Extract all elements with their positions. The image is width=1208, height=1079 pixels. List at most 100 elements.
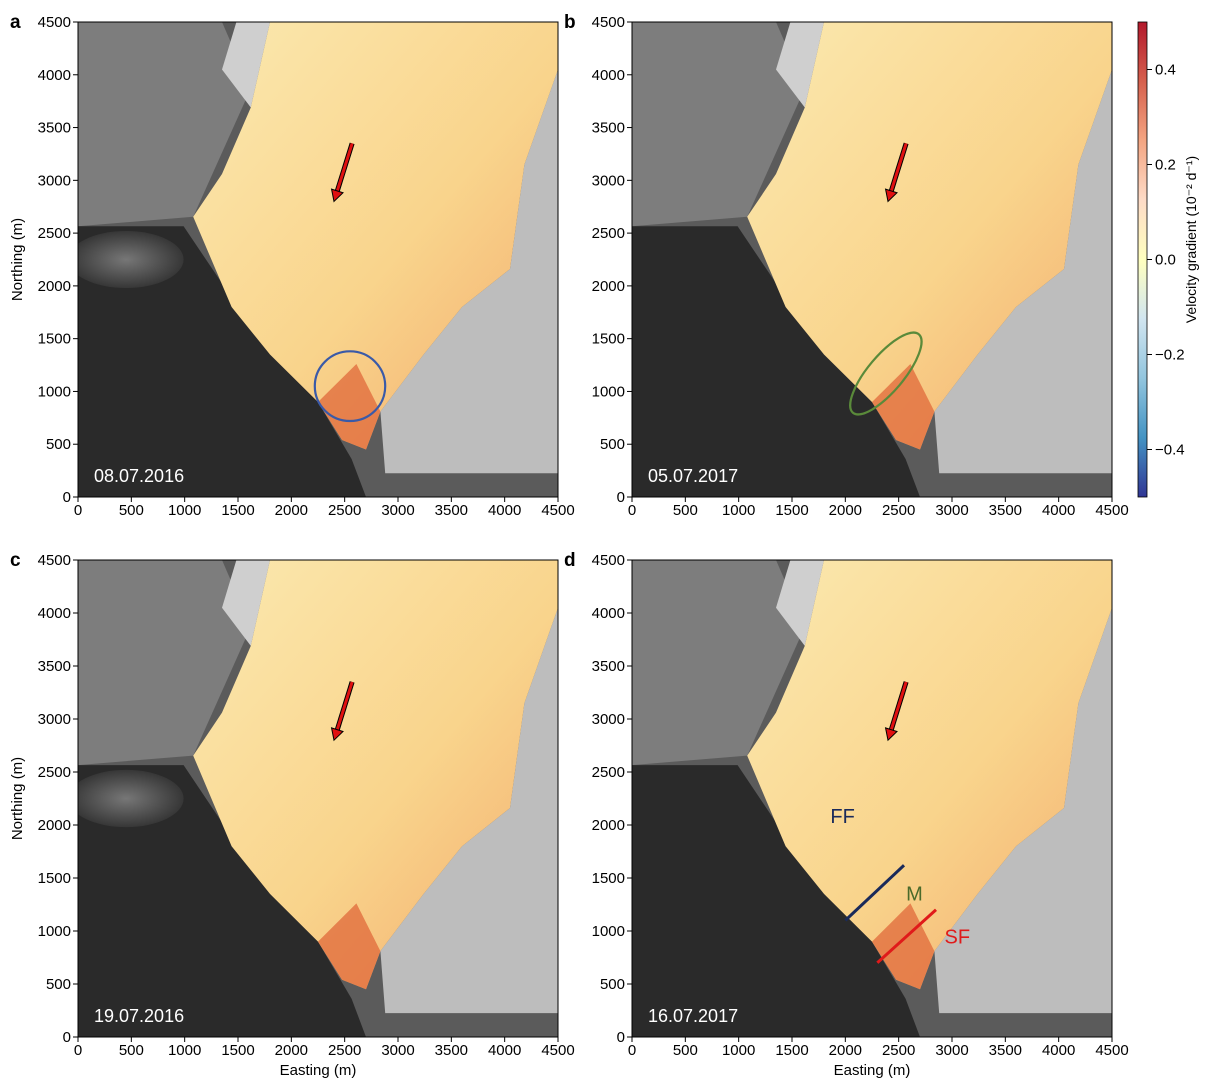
panel-b: 0 500 1000 1500 2000 2500 3000 3500 4000 4500 0 500…	[564, 12, 1129, 519]
y-tick-label: 500	[600, 976, 625, 993]
y-tick-label: 4000	[592, 605, 625, 622]
y-axis-label: Northing (m)	[9, 757, 26, 840]
moraine-right	[380, 69, 558, 474]
y-tick-label: 1500	[592, 870, 625, 887]
x-tick-label: 1500	[221, 502, 254, 519]
flow-arrow-head	[884, 188, 898, 203]
fog-patch	[78, 231, 184, 288]
x-tick-label: 2500	[882, 502, 915, 519]
y-tick-label: 2500	[38, 764, 71, 781]
x-axis-label: Easting (m)	[834, 1062, 911, 1079]
x-tick-label: 3000	[381, 1042, 414, 1059]
y-tick-label: 0	[617, 1029, 625, 1046]
x-tick-label: 1500	[221, 1042, 254, 1059]
y-tick-label: 0	[617, 489, 625, 506]
moraine-right	[934, 69, 1112, 474]
zone-label-ff: FF	[830, 806, 854, 828]
x-tick-label: 2000	[829, 502, 862, 519]
y-tick-label: 2500	[592, 225, 625, 242]
colorbar-tick-label: 0.2	[1155, 157, 1176, 174]
colorbar-tick-label: −0.4	[1155, 442, 1185, 459]
y-tick-label: 4000	[38, 605, 71, 622]
x-tick-label: 2000	[275, 1042, 308, 1059]
y-tick-label: 3500	[38, 120, 71, 137]
x-tick-label: 500	[673, 1042, 698, 1059]
x-tick-label: 0	[628, 1042, 636, 1059]
sea-area	[632, 226, 920, 497]
flow-arrow-head	[330, 727, 344, 742]
y-tick-label: 1500	[592, 331, 625, 348]
y-tick-label: 3000	[592, 172, 625, 189]
x-tick-label: 3000	[935, 502, 968, 519]
x-tick-label: 3500	[435, 502, 468, 519]
x-tick-label: 2500	[328, 502, 361, 519]
x-tick-label: 1000	[722, 502, 755, 519]
satellite-background	[632, 560, 1112, 1037]
colorbar-gradient	[1138, 22, 1147, 497]
flow-arrow-shaft	[889, 142, 908, 192]
x-tick-label: 4000	[1042, 1042, 1075, 1059]
panel-c: 0 500 1000 1500 2000 2500 3000 3500 4000 4500 0 500…	[9, 550, 575, 1079]
x-tick-label: 4000	[488, 502, 521, 519]
y-tick-label: 1500	[38, 331, 71, 348]
y-tick-label: 1000	[592, 383, 625, 400]
zone-label-sf: SF	[945, 927, 971, 949]
profile-line-0	[844, 864, 906, 922]
glacier-velocity-field	[747, 560, 1112, 990]
flow-arrow-shaft	[335, 681, 354, 731]
profile-line-1	[876, 908, 938, 964]
calving-front-zone	[318, 364, 381, 450]
glacier-velocity-field	[193, 560, 558, 990]
x-tick-label: 1500	[775, 502, 808, 519]
annotation-ellipse	[849, 331, 923, 416]
y-tick-label: 500	[600, 436, 625, 453]
fog-patch	[78, 769, 184, 828]
y-tick-label: 3000	[592, 711, 625, 728]
panel-d: 0 500 1000 1500 2000 2500 3000 3500 4000 4500 0 500…	[564, 550, 1129, 1079]
x-tick-label: 3500	[435, 1042, 468, 1059]
panel-letter: c	[10, 550, 21, 571]
x-tick-label: 4500	[541, 1042, 574, 1059]
mountain-area	[632, 560, 805, 766]
sea-area	[632, 765, 920, 1037]
calving-front-zone	[872, 364, 935, 450]
calving-front-zone	[318, 903, 381, 990]
y-tick-label: 4000	[38, 67, 71, 84]
x-axis-label: Easting (m)	[280, 1062, 357, 1079]
flow-arrow-shaft	[335, 142, 354, 192]
y-tick-label: 4500	[38, 14, 71, 31]
x-tick-label: 2000	[829, 1042, 862, 1059]
date-label: 05.07.2017	[648, 466, 738, 486]
y-tick-label: 1000	[592, 923, 625, 940]
annotation-circle	[313, 350, 387, 423]
y-tick-label: 2500	[38, 225, 71, 242]
y-tick-label: 1500	[38, 870, 71, 887]
glacier-velocity-field	[747, 22, 1112, 450]
x-tick-label: 2500	[882, 1042, 915, 1059]
x-tick-label: 4000	[1042, 502, 1075, 519]
y-tick-label: 500	[46, 436, 71, 453]
y-tick-label: 2000	[38, 817, 71, 834]
x-tick-label: 500	[119, 1042, 144, 1059]
x-tick-label: 4500	[1095, 502, 1128, 519]
flow-arrow-head	[884, 727, 898, 742]
x-tick-label: 0	[74, 1042, 82, 1059]
moraine-left	[776, 22, 824, 108]
mountain-area	[78, 560, 251, 766]
colorbar-label: Velocity gradient (10⁻² d⁻¹)	[1183, 156, 1199, 323]
mountain-area	[632, 22, 805, 227]
x-tick-label: 0	[74, 502, 82, 519]
x-tick-label: 3500	[989, 1042, 1022, 1059]
y-tick-label: 3500	[592, 120, 625, 137]
panel-letter: b	[564, 12, 576, 33]
y-tick-label: 2500	[592, 764, 625, 781]
x-tick-label: 4500	[1095, 1042, 1128, 1059]
date-label: 08.07.2016	[94, 466, 184, 486]
date-label: 19.07.2016	[94, 1006, 184, 1026]
colorbar: 0.4 0.2 0.0 −0.2 −0.4 Velocity gradient (10⁻²…	[1137, 21, 1199, 498]
y-tick-label: 4500	[38, 552, 71, 569]
satellite-background	[78, 22, 558, 497]
x-tick-label: 500	[119, 502, 144, 519]
satellite-background	[632, 22, 1112, 497]
